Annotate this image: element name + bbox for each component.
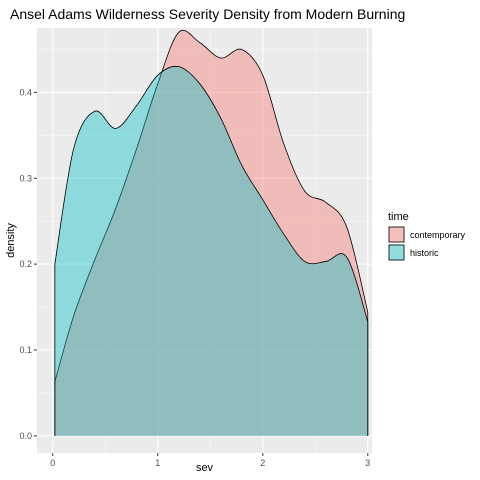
density-outline-historic [54, 65, 369, 436]
x-tick-label: 3 [365, 458, 370, 468]
density-outline-contemporary [54, 29, 369, 436]
y-tick-label: 0.3 [19, 173, 32, 183]
axes: 0 1 2 3 0.0 0.1 0.2 0.3 0.4 [19, 87, 370, 468]
density-series [54, 29, 369, 436]
x-tick-label: 1 [155, 458, 160, 468]
legend-key-bg-historic [388, 244, 405, 261]
x-tick-label: 2 [260, 458, 265, 468]
y-tick-label: 0.2 [19, 259, 32, 269]
x-axis-title: sev [196, 462, 214, 474]
grid-lines [37, 28, 372, 453]
legend-key-bg-contemporary [388, 226, 405, 243]
y-tick-label: 0.0 [19, 431, 32, 441]
chart-title: Ansel Adams Wilderness Severity Density … [10, 6, 405, 22]
y-axis-title: density [5, 223, 17, 258]
plot-panel [37, 28, 372, 453]
y-tick-label: 0.1 [19, 345, 32, 355]
legend-label-contemporary: contemporary [410, 230, 466, 240]
legend-label-historic: historic [410, 248, 439, 258]
y-tick-label: 0.4 [19, 87, 32, 97]
legend: time contemporary historic [388, 211, 466, 261]
density-area-historic [54, 66, 368, 436]
legend-title: time [388, 211, 409, 223]
density-area-contemporary [54, 30, 368, 436]
x-tick-label: 0 [50, 458, 55, 468]
legend-key-historic [388, 244, 405, 261]
legend-key-contemporary [388, 226, 405, 243]
